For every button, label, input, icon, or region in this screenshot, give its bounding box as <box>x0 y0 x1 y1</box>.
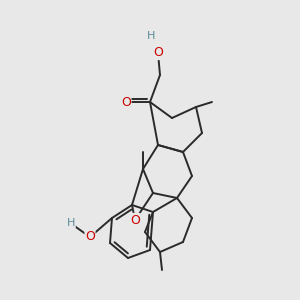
Text: O: O <box>153 46 163 59</box>
Text: O: O <box>85 230 95 244</box>
Text: O: O <box>130 214 140 226</box>
Text: H: H <box>147 31 155 41</box>
Text: H: H <box>67 218 75 228</box>
Text: O: O <box>121 95 131 109</box>
